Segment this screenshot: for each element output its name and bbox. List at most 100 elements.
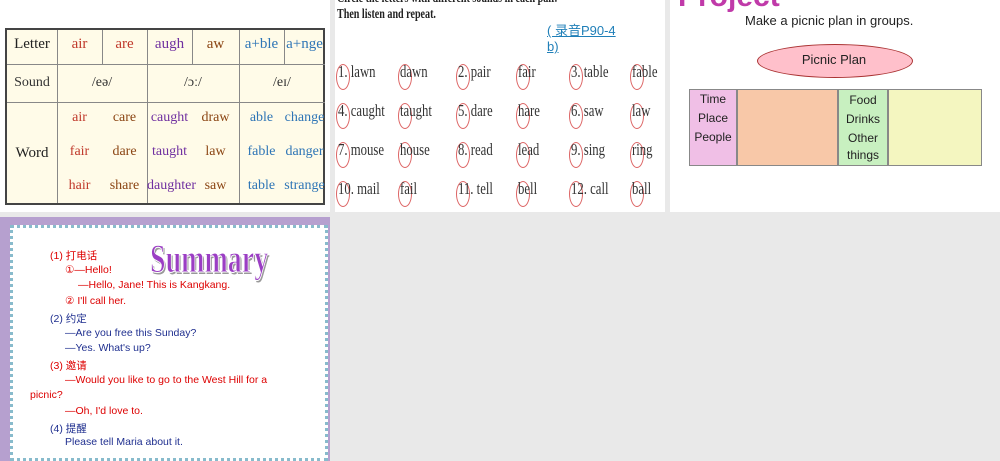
word-cell: draw: [201, 110, 230, 125]
slide-thumbnail[interactable]: ProjectMake a picnic plan in groups. Picn…: [670, 0, 1000, 212]
plan-label: Place: [697, 111, 729, 125]
plan-label: Drinks: [845, 112, 880, 126]
word-cell: taught: [152, 144, 187, 159]
slide-thumbnail[interactable]: Circle the letters with different sounds…: [335, 0, 665, 212]
header-cell: a+ble: [244, 36, 279, 52]
pair-word: 8. read: [458, 140, 493, 159]
word-cell: danger: [285, 144, 324, 159]
col-line: [284, 30, 285, 64]
summary-line: —Would you like to go to the West Hill f…: [65, 373, 268, 386]
word-circle: [630, 64, 644, 90]
col-line: [57, 30, 58, 203]
slide-inner: [10, 225, 328, 461]
pair-word: hare: [518, 101, 540, 120]
word-cell: hair: [68, 178, 91, 193]
slide-title: Summary: [150, 236, 269, 282]
word-cell: caught: [150, 110, 189, 125]
word-cell: saw: [204, 178, 227, 193]
summary-line: —Are you free this Sunday?: [65, 326, 197, 339]
summary-line: —Yes. What's up?: [65, 342, 151, 355]
word-cell: change: [284, 110, 325, 125]
word-circle: [456, 181, 470, 207]
plan-cell: [838, 89, 888, 166]
plan-label: Time: [699, 92, 727, 106]
plan-label: Food: [849, 93, 877, 107]
col-line: [192, 30, 193, 64]
pair-word: dawn: [400, 62, 428, 81]
plan-cell: [737, 89, 838, 166]
sound-cell: /eə/: [91, 75, 113, 90]
word-circle: [569, 181, 583, 207]
word-cell: fable: [247, 144, 276, 159]
slide-title: Project: [678, 0, 780, 14]
col-line: [147, 30, 148, 203]
header-cell: Letter: [14, 36, 50, 52]
audio-link[interactable]: ( 录音P90-4 b): [547, 23, 616, 54]
word-circle: [516, 181, 530, 207]
word-cell: able: [249, 110, 274, 125]
phonics-table: Letter air are augh aw a+ble a+nge Sound/eə/ /ɔː…: [5, 28, 325, 205]
word-cell: daughter: [147, 178, 196, 193]
word-cell: table: [247, 178, 276, 193]
word-cell: strange: [284, 178, 325, 193]
row-line: [7, 102, 325, 103]
summary-line: (3) 邀请: [50, 359, 87, 372]
pair-word: 10. mail: [338, 179, 380, 198]
word-cell: dare: [112, 144, 137, 159]
pair-word: fair: [518, 62, 536, 81]
pair-word: 5. dare: [458, 101, 493, 120]
word-circle: [456, 142, 470, 168]
word-cell: fair: [69, 144, 90, 159]
plan-cell: [689, 89, 737, 166]
word-cell: law: [205, 144, 226, 159]
summary-line: picnic?: [30, 389, 63, 402]
word-circle: [630, 181, 644, 207]
word-circle: [336, 64, 350, 90]
header-cell: a+nge: [286, 36, 323, 52]
word-circle: [516, 142, 530, 168]
sound-cell: /eɪ/: [273, 75, 291, 90]
col-line: [102, 30, 103, 64]
header-cell: augh: [154, 36, 185, 52]
pair-word: fable: [632, 62, 658, 81]
plan-title: Picnic Plan: [801, 52, 867, 67]
word-cell: share: [109, 178, 140, 193]
plan-cell: [888, 89, 982, 166]
summary-line: (4) 提醒: [50, 422, 87, 435]
pair-word: lead: [518, 140, 540, 159]
pair-word: bell: [518, 179, 538, 198]
summary-line: (2) 约定: [50, 312, 87, 325]
pair-word: 1. lawn: [338, 62, 376, 81]
word-circle: [630, 142, 644, 168]
word-circle: [516, 103, 530, 129]
pair-word: 3. table: [571, 62, 609, 81]
slide-thumbnail[interactable]: Letter air are augh aw a+ble a+nge Sound/eə/ /ɔː…: [0, 0, 330, 212]
word-circle: [398, 142, 412, 168]
word-circle: [456, 103, 470, 129]
summary-line: —Hello, Jane! This is Kangkang.: [78, 279, 231, 292]
word-circle: [336, 142, 350, 168]
word-circle: [569, 142, 583, 168]
word-circle: [336, 181, 350, 207]
pair-word: 12. call: [571, 179, 609, 198]
word-circle: [516, 64, 530, 90]
pair-word: 6. saw: [571, 101, 604, 120]
row-line: [7, 64, 325, 65]
summary-line: (1) 打电话: [50, 250, 98, 262]
word-circle: [569, 103, 583, 129]
word-circle: [398, 64, 412, 90]
word-cell: care: [112, 110, 137, 125]
summary-line: —Oh, I'd love to.: [65, 405, 143, 417]
pair-word: 7. mouse: [338, 140, 385, 159]
pair-word: fail: [400, 179, 417, 198]
pair-word: 4. caught: [338, 101, 385, 120]
row-label: Word: [15, 145, 49, 161]
header-cell: are: [115, 36, 134, 52]
slide-thumbnail[interactable]: Summary (1) 打电话 ①—Hello! —Hello, Jane! This…: [0, 217, 330, 461]
pair-word: 11. tell: [458, 179, 493, 198]
pair-word: ball: [632, 179, 652, 198]
plan-ellipse: [757, 44, 913, 78]
pair-word: law: [632, 101, 651, 120]
word-circle: [398, 181, 412, 207]
